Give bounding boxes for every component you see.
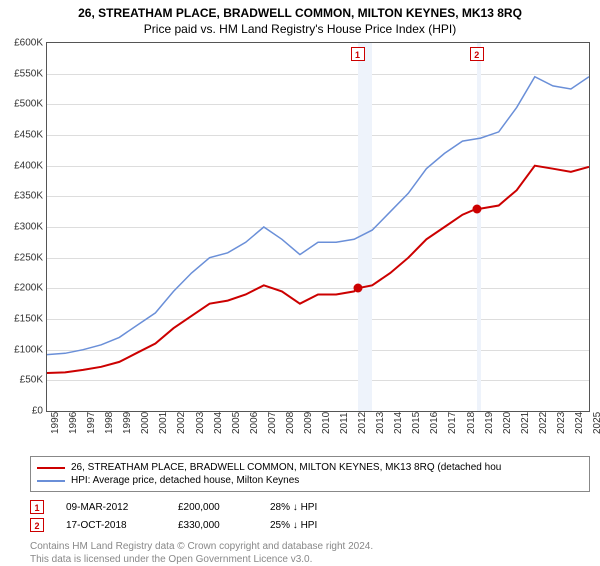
y-axis-label: £0 bbox=[3, 406, 43, 417]
legend-row: 26, STREATHAM PLACE, BRADWELL COMMON, MI… bbox=[37, 461, 583, 474]
series-line-hpi_detached_mk bbox=[47, 77, 589, 355]
x-axis-label: 2011 bbox=[339, 412, 350, 434]
sales-table: 1 09-MAR-2012 £200,000 28% ↓ HPI 2 17-OCT-201… bbox=[30, 498, 590, 534]
legend-row: HPI: Average price, detached house, Milt… bbox=[37, 474, 583, 487]
sale-price: £330,000 bbox=[178, 520, 248, 531]
x-axis-label: 2013 bbox=[375, 412, 386, 434]
x-axis-label: 2007 bbox=[267, 412, 278, 434]
x-axis-label: 2005 bbox=[231, 412, 242, 434]
legend-box: 26, STREATHAM PLACE, BRADWELL COMMON, MI… bbox=[30, 456, 590, 492]
legend-swatch bbox=[37, 480, 65, 482]
footer: Contains HM Land Registry data © Crown c… bbox=[30, 540, 590, 566]
x-axis-label: 2004 bbox=[213, 412, 224, 434]
y-axis-label: £50K bbox=[3, 375, 43, 386]
sale-date: 09-MAR-2012 bbox=[66, 502, 156, 513]
x-axis-label: 2024 bbox=[574, 412, 585, 434]
sale-point bbox=[353, 284, 362, 293]
x-axis-label: 2018 bbox=[466, 412, 477, 434]
x-axis-label: 2001 bbox=[158, 412, 169, 434]
sale-marker: 1 bbox=[351, 47, 365, 61]
legend: 26, STREATHAM PLACE, BRADWELL COMMON, MI… bbox=[30, 456, 590, 492]
y-axis-label: £200K bbox=[3, 283, 43, 294]
line-layer bbox=[47, 43, 589, 411]
x-axis-label: 2019 bbox=[484, 412, 495, 434]
chart-subtitle: Price paid vs. HM Land Registry's House … bbox=[0, 20, 600, 42]
sale-delta: 28% ↓ HPI bbox=[270, 502, 317, 513]
x-axis-label: 1999 bbox=[122, 412, 133, 434]
x-axis-label: 2006 bbox=[249, 412, 260, 434]
plot-area: £0£50K£100K£150K£200K£250K£300K£350K£400… bbox=[46, 42, 590, 412]
sale-marker-icon: 1 bbox=[30, 500, 44, 514]
x-axis-label: 2025 bbox=[592, 412, 600, 434]
x-axis-label: 2020 bbox=[502, 412, 513, 434]
x-axis-label: 2000 bbox=[140, 412, 151, 434]
x-axis-label: 1995 bbox=[50, 412, 61, 434]
sale-point bbox=[472, 204, 481, 213]
y-axis-label: £600K bbox=[3, 38, 43, 49]
x-axis-label: 2009 bbox=[303, 412, 314, 434]
x-axis-label: 2014 bbox=[393, 412, 404, 434]
sale-row: 2 17-OCT-2018 £330,000 25% ↓ HPI bbox=[30, 516, 590, 534]
y-axis-label: £550K bbox=[3, 68, 43, 79]
x-axis-label: 2021 bbox=[520, 412, 531, 434]
sale-marker: 2 bbox=[470, 47, 484, 61]
x-axis-label: 2003 bbox=[195, 412, 206, 434]
legend-swatch bbox=[37, 467, 65, 469]
x-axis-label: 2016 bbox=[429, 412, 440, 434]
y-axis-label: £100K bbox=[3, 344, 43, 355]
y-axis-label: £450K bbox=[3, 130, 43, 141]
y-axis-label: £300K bbox=[3, 222, 43, 233]
y-axis-label: £400K bbox=[3, 160, 43, 171]
x-axis-label: 2008 bbox=[285, 412, 296, 434]
x-axis-label: 2002 bbox=[176, 412, 187, 434]
sale-marker-icon: 2 bbox=[30, 518, 44, 532]
x-axis-label: 2017 bbox=[447, 412, 458, 434]
x-axis-label: 2023 bbox=[556, 412, 567, 434]
x-axis-label: 2012 bbox=[357, 412, 368, 434]
y-axis-label: £350K bbox=[3, 191, 43, 202]
y-axis-label: £150K bbox=[3, 314, 43, 325]
x-axis-label: 1998 bbox=[104, 412, 115, 434]
legend-label: 26, STREATHAM PLACE, BRADWELL COMMON, MI… bbox=[71, 462, 501, 473]
legend-label: HPI: Average price, detached house, Milt… bbox=[71, 475, 299, 486]
x-axis-label: 2010 bbox=[321, 412, 332, 434]
x-axis-label: 2015 bbox=[411, 412, 422, 434]
y-axis-label: £500K bbox=[3, 99, 43, 110]
y-axis-label: £250K bbox=[3, 252, 43, 263]
x-axis-label: 1997 bbox=[86, 412, 97, 434]
chart-title: 26, STREATHAM PLACE, BRADWELL COMMON, MI… bbox=[0, 0, 600, 20]
chart-container: 26, STREATHAM PLACE, BRADWELL COMMON, MI… bbox=[0, 0, 600, 566]
x-axis-label: 2022 bbox=[538, 412, 549, 434]
sale-price: £200,000 bbox=[178, 502, 248, 513]
x-axis-label: 1996 bbox=[68, 412, 79, 434]
sale-delta: 25% ↓ HPI bbox=[270, 520, 317, 531]
sale-date: 17-OCT-2018 bbox=[66, 520, 156, 531]
series-line-property_price bbox=[47, 166, 589, 373]
footer-line: Contains HM Land Registry data © Crown c… bbox=[30, 540, 590, 553]
sale-row: 1 09-MAR-2012 £200,000 28% ↓ HPI bbox=[30, 498, 590, 516]
